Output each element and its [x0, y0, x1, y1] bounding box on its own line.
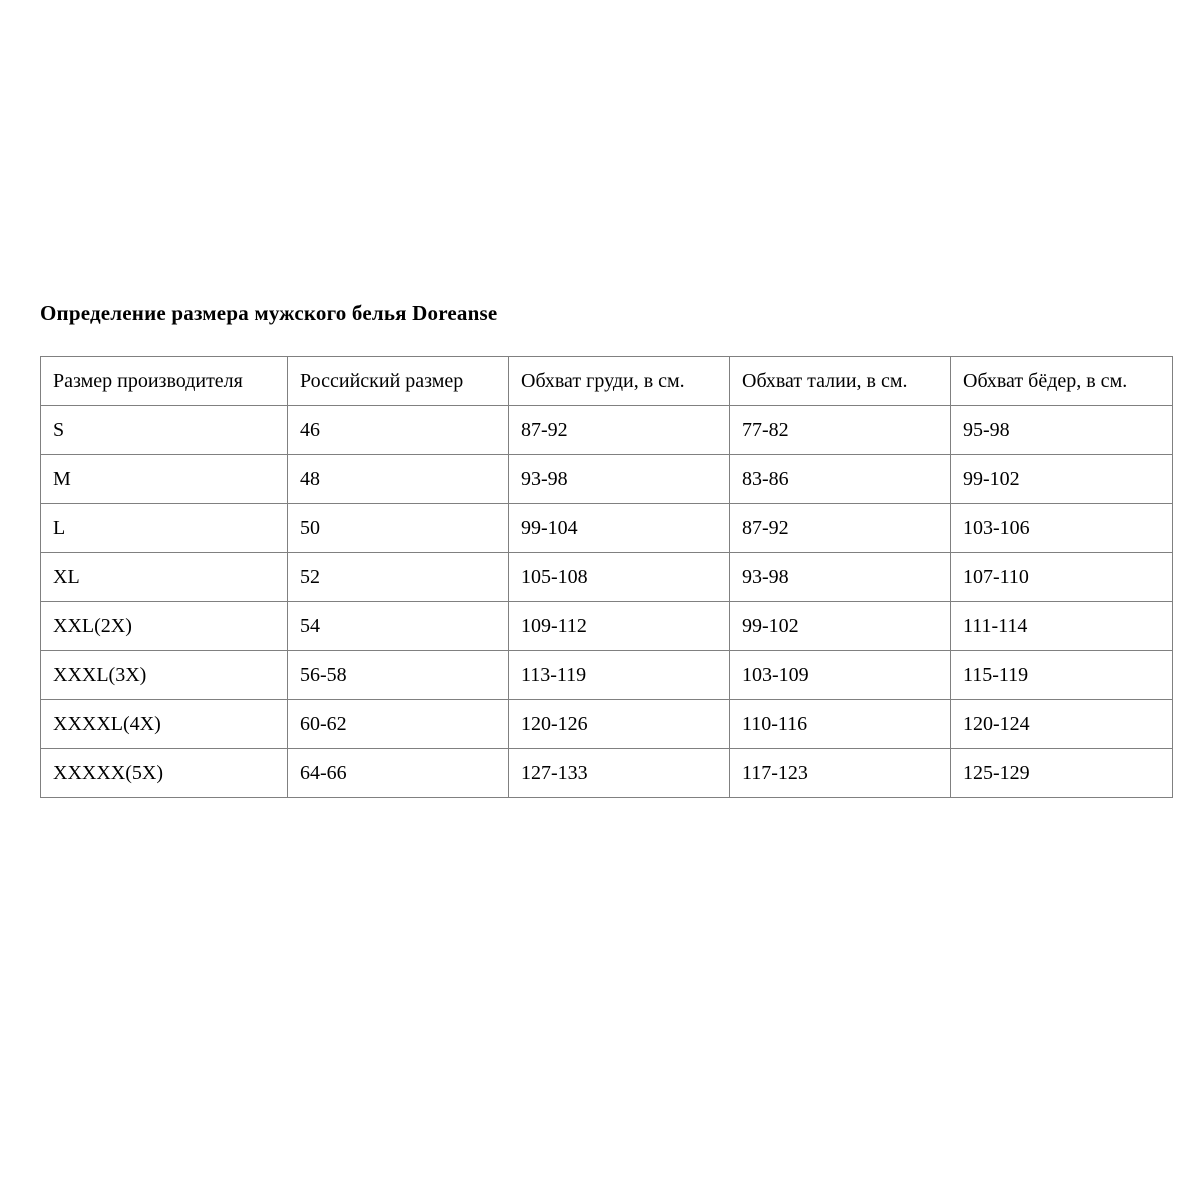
table-cell: 50	[287, 503, 509, 553]
table-row: XL 52 105-108 93-98 107-110	[40, 552, 1173, 602]
column-header-manufacturer-size: Размер производителя	[40, 356, 288, 406]
column-header-waist: Обхват талии, в см.	[729, 356, 951, 406]
table-cell: 77-82	[729, 405, 951, 455]
table-cell: 117-123	[729, 748, 951, 798]
table-cell: 56-58	[287, 650, 509, 700]
table-cell: XXXXL(4X)	[40, 699, 288, 749]
page-title: Определение размера мужского белья Dorea…	[40, 301, 498, 325]
table-cell: 111-114	[950, 601, 1173, 651]
table-cell: S	[40, 405, 288, 455]
table-cell: XL	[40, 552, 288, 602]
table-cell: 103-109	[729, 650, 951, 700]
table-cell: 87-92	[729, 503, 951, 553]
table-cell: 54	[287, 601, 509, 651]
table-row: XXXL(3X) 56-58 113-119 103-109 115-119	[40, 650, 1173, 700]
table-cell: XXXXX(5X)	[40, 748, 288, 798]
table-header-row: Размер производителя Российский размер О…	[40, 356, 1173, 406]
table-cell: 125-129	[950, 748, 1173, 798]
table-body: S 46 87-92 77-82 95-98 M 48 93-98 83-86 …	[40, 405, 1173, 798]
column-header-russian-size: Российский размер	[287, 356, 509, 406]
table-cell: 99-102	[950, 454, 1173, 504]
table-cell: 99-104	[508, 503, 730, 553]
table-cell: 103-106	[950, 503, 1173, 553]
table-cell: 48	[287, 454, 509, 504]
table-cell: M	[40, 454, 288, 504]
table-cell: 64-66	[287, 748, 509, 798]
column-header-chest: Обхват груди, в см.	[508, 356, 730, 406]
table-cell: 113-119	[508, 650, 730, 700]
table-cell: 120-124	[950, 699, 1173, 749]
table-cell: 93-98	[729, 552, 951, 602]
table-cell: 120-126	[508, 699, 730, 749]
table-row: XXXXX(5X) 64-66 127-133 117-123 125-129	[40, 748, 1173, 798]
table-row: XXL(2X) 54 109-112 99-102 111-114	[40, 601, 1173, 651]
table-cell: 46	[287, 405, 509, 455]
table-cell: 60-62	[287, 699, 509, 749]
size-chart-table: Размер производителя Российский размер О…	[40, 356, 1173, 798]
table-cell: 105-108	[508, 552, 730, 602]
table-cell: 95-98	[950, 405, 1173, 455]
table-header: Размер производителя Российский размер О…	[40, 356, 1173, 406]
table-cell: L	[40, 503, 288, 553]
table-cell: XXL(2X)	[40, 601, 288, 651]
table-cell: 83-86	[729, 454, 951, 504]
table-cell: 115-119	[950, 650, 1173, 700]
table-cell: 99-102	[729, 601, 951, 651]
table-row: XXXXL(4X) 60-62 120-126 110-116 120-124	[40, 699, 1173, 749]
table-cell: 110-116	[729, 699, 951, 749]
table-row: S 46 87-92 77-82 95-98	[40, 405, 1173, 455]
table-cell: 52	[287, 552, 509, 602]
table-cell: 109-112	[508, 601, 730, 651]
table-cell: 87-92	[508, 405, 730, 455]
table-row: L 50 99-104 87-92 103-106	[40, 503, 1173, 553]
table-cell: 107-110	[950, 552, 1173, 602]
table-cell: XXXL(3X)	[40, 650, 288, 700]
table-row: M 48 93-98 83-86 99-102	[40, 454, 1173, 504]
column-header-hips: Обхват бёдер, в см.	[950, 356, 1173, 406]
table-cell: 93-98	[508, 454, 730, 504]
table-cell: 127-133	[508, 748, 730, 798]
